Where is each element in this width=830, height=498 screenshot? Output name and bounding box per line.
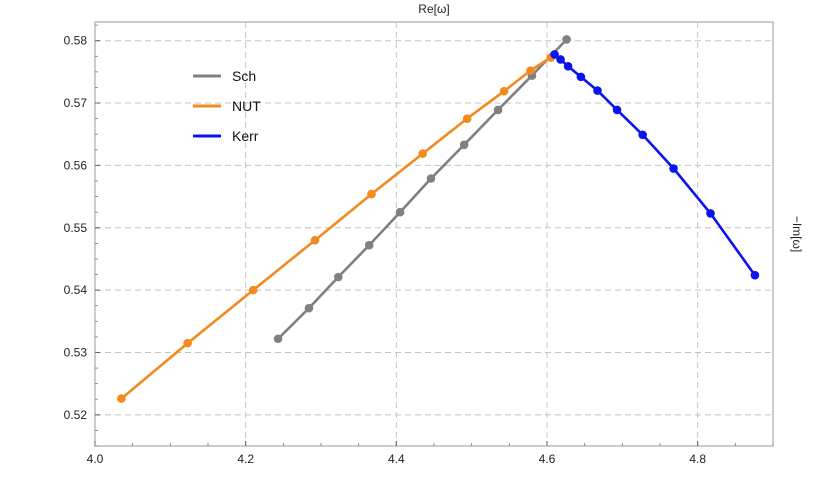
series-kerr [550,50,760,280]
legend-item-kerr: Kerr [193,128,259,144]
series-nut [117,53,556,403]
series-line-nut [120,56,552,400]
data-point-nut [526,66,535,75]
legend-label: Sch [232,68,256,84]
data-point-sch [426,174,436,183]
data-point-kerr [576,72,586,82]
axes: 4.0 4.2 4.4 4.6 4.8 0.52 0.53 0.54 0.55 0.56 0.57 0… [64,24,774,466]
y-tick-label: 0.57 [64,96,88,110]
data-point-nut [248,285,258,295]
data-point-kerr [563,61,573,71]
series-sch [273,35,571,344]
x-tick-label: 4.8 [689,452,706,466]
data-point-kerr [556,55,565,64]
x-tick-label: 4.6 [539,452,556,466]
data-point-sch [562,35,571,44]
series-line-kerr [553,53,756,276]
y-tick-label: 0.58 [64,34,88,48]
data-point-kerr [750,270,760,280]
data-point-nut [310,235,320,245]
x-axis-title: Re[ω] [418,2,449,16]
data-point-kerr [612,105,622,115]
plot-frame [94,21,774,447]
data-point-kerr [669,164,678,173]
y-tick-label: 0.56 [64,158,88,172]
series-line-sch [277,38,568,340]
data-point-sch [459,140,469,150]
legend-label: Kerr [232,128,259,144]
data-point-nut [418,149,428,158]
data-point-nut [499,86,509,96]
legend: Sch NUT Kerr [193,68,261,144]
data-point-nut [183,338,192,348]
y-axis-title: −Im[ω] [790,216,804,252]
data-point-sch [395,207,405,217]
data-point-sch [273,334,283,344]
legend-label: NUT [232,98,261,114]
data-point-sch [493,105,503,115]
x-tick-label: 4.2 [237,452,254,466]
legend-item-nut: NUT [193,98,261,114]
data-point-nut [462,114,472,123]
x-tick-label: 4.4 [388,452,405,466]
data-point-kerr [638,130,647,140]
data-point-kerr [706,209,715,218]
data-point-sch [304,303,314,313]
data-point-sch [364,240,374,250]
y-tick-label: 0.52 [64,408,88,422]
y-tick-label: 0.54 [64,283,88,297]
grid [94,22,773,446]
series-layer [117,35,760,403]
data-point-nut [117,394,126,403]
legend-item-sch: Sch [193,68,256,84]
y-tick-label: 0.53 [64,345,88,359]
x-tick-label: 4.0 [87,452,104,466]
data-point-kerr [593,86,602,95]
data-point-sch [334,272,343,282]
data-point-nut [367,189,376,199]
y-tick-label: 0.55 [64,221,88,235]
data-point-kerr [550,50,559,59]
